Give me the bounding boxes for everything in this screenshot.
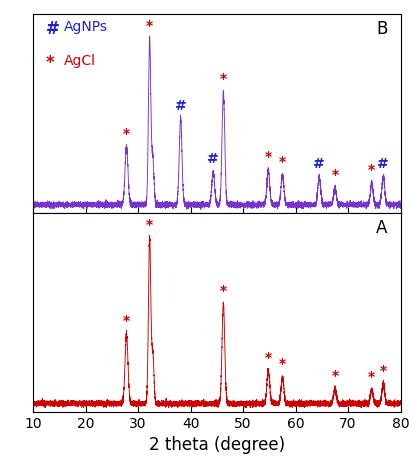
Text: *: * — [265, 351, 272, 365]
Text: *: * — [279, 155, 286, 169]
Text: *: * — [146, 218, 153, 232]
Text: *: * — [46, 54, 55, 72]
Text: *: * — [368, 163, 375, 177]
Text: AgNPs: AgNPs — [64, 20, 108, 34]
Text: #: # — [377, 157, 389, 171]
Text: *: * — [265, 150, 272, 164]
Text: #: # — [46, 20, 60, 38]
Text: *: * — [279, 357, 286, 371]
X-axis label: 2 theta (degree): 2 theta (degree) — [149, 436, 285, 454]
Text: *: * — [123, 314, 130, 328]
Text: B: B — [376, 20, 388, 38]
Text: #: # — [207, 152, 219, 166]
Text: *: * — [331, 168, 339, 182]
Text: #: # — [313, 157, 325, 171]
Text: *: * — [220, 72, 227, 86]
Text: A: A — [376, 219, 388, 237]
Text: *: * — [331, 369, 339, 383]
Text: *: * — [380, 364, 387, 378]
Text: *: * — [123, 127, 130, 141]
Text: *: * — [146, 19, 153, 33]
Text: AgCl: AgCl — [64, 54, 96, 68]
Text: *: * — [220, 284, 227, 298]
Text: *: * — [368, 371, 375, 385]
Text: #: # — [175, 99, 186, 113]
